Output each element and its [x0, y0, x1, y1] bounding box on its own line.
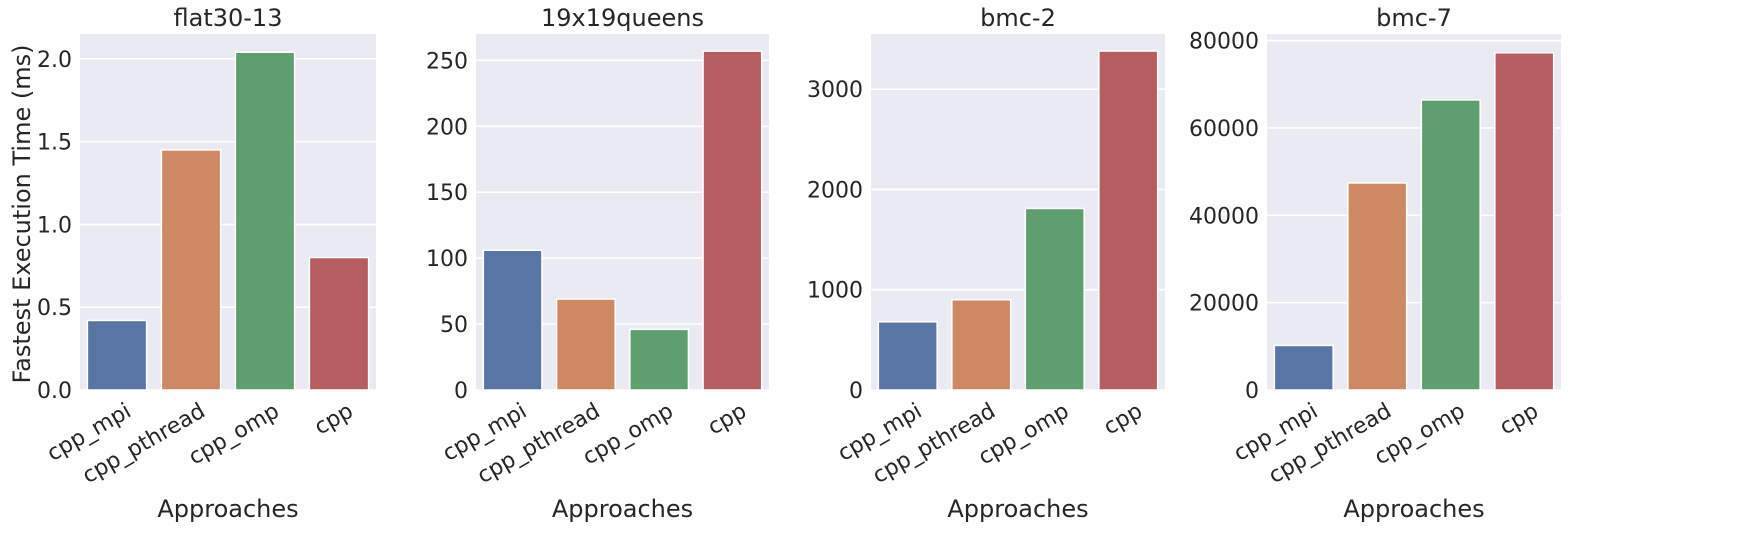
bar-cpp-mpi	[877, 321, 938, 391]
y-tick-label: 1.0	[37, 213, 72, 238]
y-tick-label: 50	[440, 313, 468, 338]
x-axis-label: Approaches	[552, 495, 693, 523]
y-tick-label: 0	[454, 379, 468, 404]
bar-cpp	[308, 256, 370, 391]
y-tick-label: 2000	[807, 178, 863, 203]
y-tick-label: 1000	[807, 279, 863, 304]
chart-title: bmc-7	[1376, 4, 1452, 32]
bar-cpp-pthread	[951, 298, 1012, 391]
x-axis-label: Approaches	[1343, 495, 1484, 523]
figure-y-axis-label: Fastest Execution Time (ms)	[8, 45, 36, 384]
x-axis-label: Approaches	[157, 495, 298, 523]
bar-cpp-omp	[629, 328, 690, 391]
y-tick-label: 40000	[1189, 204, 1259, 229]
y-tick-label: 0	[849, 379, 863, 404]
x-tick-label: cpp	[704, 399, 751, 441]
chart-title: 19x19queens	[541, 4, 704, 32]
bar-cpp-pthread	[1347, 182, 1408, 391]
chart-title: flat30-13	[174, 4, 283, 32]
y-tick-label: 200	[426, 115, 468, 140]
bar-cpp	[702, 50, 763, 391]
bar-cpp	[1494, 52, 1555, 391]
y-tick-label: 1.5	[37, 131, 72, 156]
y-tick-label: 150	[426, 181, 468, 206]
y-tick-label: 60000	[1189, 117, 1259, 142]
x-tick-label: cpp	[310, 399, 357, 441]
bar-cpp-omp	[1024, 207, 1085, 391]
x-tick-label: cpp_pthread	[869, 399, 1000, 489]
y-tick-label: 250	[426, 49, 468, 74]
y-tick-label: 3000	[807, 78, 863, 103]
x-tick-label: cpp	[1100, 399, 1147, 441]
y-tick-label: 100	[426, 247, 468, 272]
bar-cpp-omp	[1420, 99, 1481, 391]
y-tick-label: 0.5	[37, 296, 72, 321]
y-tick-label: 20000	[1189, 292, 1259, 317]
y-tick-label: 0.0	[37, 379, 72, 404]
bar-cpp-mpi	[86, 319, 148, 391]
bar-cpp-pthread	[160, 149, 222, 391]
bar-cpp-mpi	[482, 249, 543, 391]
x-tick-label: cpp_pthread	[1265, 399, 1396, 489]
bar-cpp-pthread	[555, 298, 616, 391]
bar-cpp-mpi	[1273, 344, 1334, 391]
x-tick-label: cpp_pthread	[473, 399, 604, 489]
y-tick-label: 2.0	[37, 48, 72, 73]
y-tick-label: 80000	[1189, 30, 1259, 55]
bar-cpp-omp	[234, 51, 296, 391]
y-tick-label: 0	[1245, 379, 1259, 404]
x-axis-label: Approaches	[947, 495, 1088, 523]
chart-title: bmc-2	[980, 4, 1056, 32]
x-tick-label: cpp	[1496, 399, 1543, 441]
bar-cpp	[1098, 50, 1159, 391]
